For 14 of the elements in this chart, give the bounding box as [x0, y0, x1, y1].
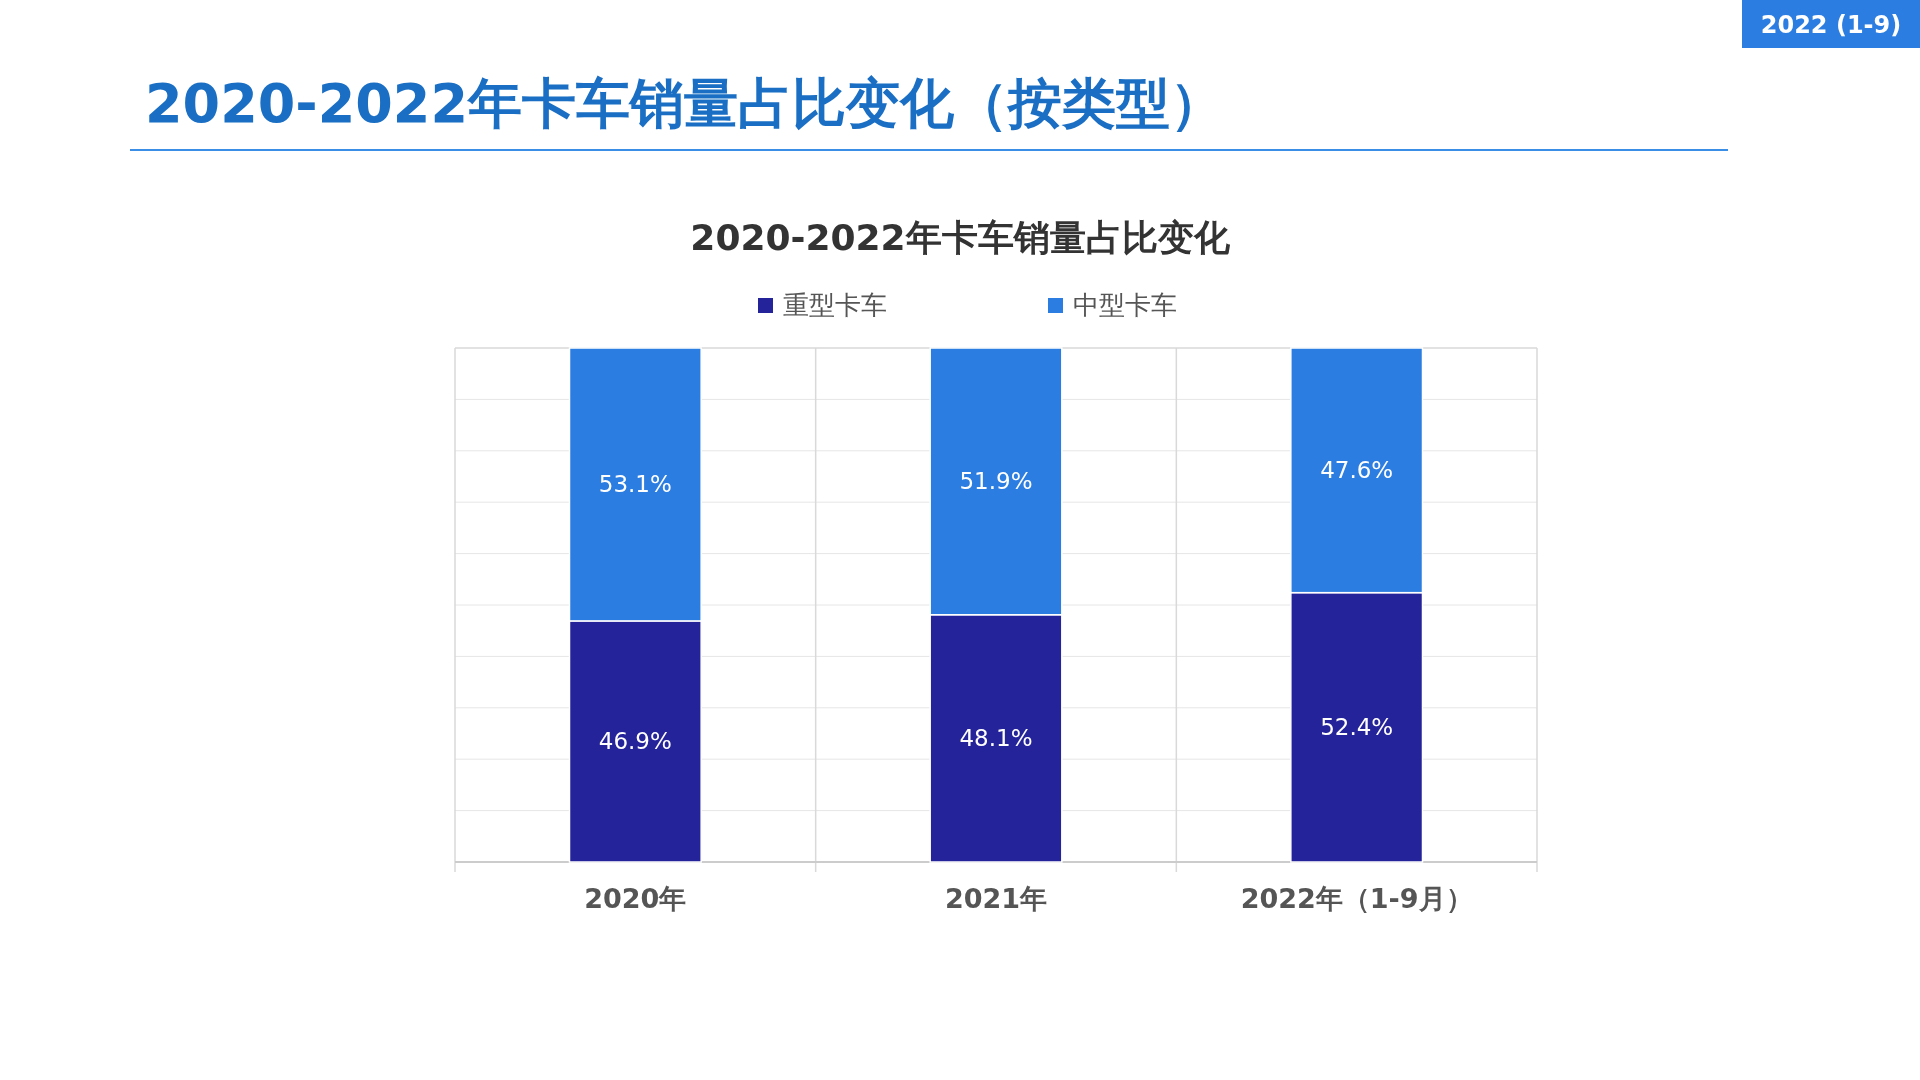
chart-subtitle: 2020-2022年卡车销量占比变化 [690, 217, 1231, 258]
data-label: 47.6% [1320, 457, 1394, 484]
data-label: 53.1% [598, 471, 672, 498]
x-tick-label: 2020年 [584, 883, 687, 914]
text: 2022 (1-9) [1760, 11, 1902, 39]
data-label: 51.9% [959, 468, 1033, 495]
legend-label: 中型卡车 [1073, 290, 1177, 320]
x-tick-label: 2021年 [944, 883, 1048, 914]
chart-title: 2020-2022年卡车销量占比变化（按类型） [145, 72, 1224, 135]
x-tick-label: 2022年（1-9月） [1240, 883, 1473, 914]
legend-label: 重型卡车 [783, 290, 887, 320]
data-label: 52.4% [1320, 714, 1394, 741]
data-label: 46.9% [598, 728, 672, 755]
data-label: 48.1% [959, 725, 1033, 752]
